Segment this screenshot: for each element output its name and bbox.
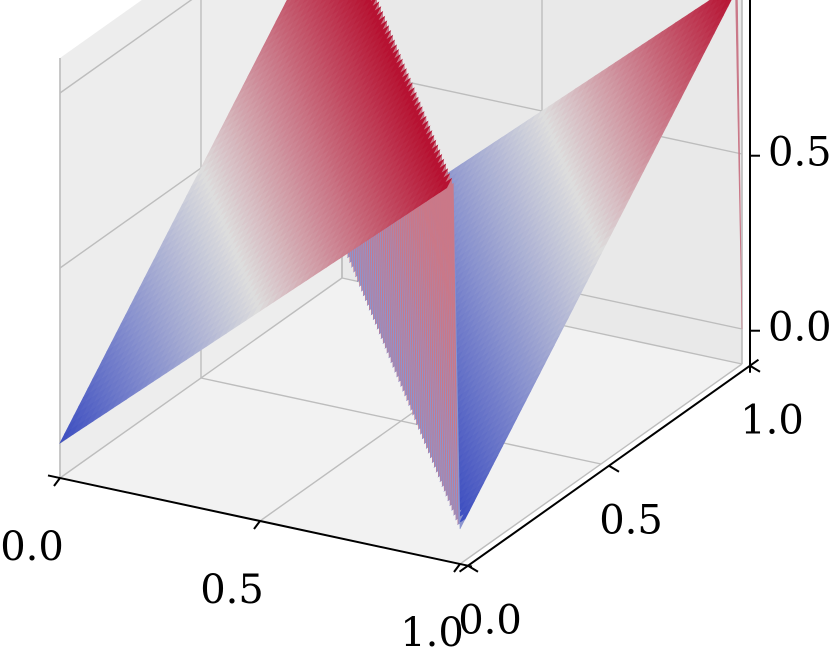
y-axis-line [458, 358, 760, 573]
x-tick-1 [253, 520, 261, 530]
x-tick-label-2: 1.0 [400, 610, 464, 648]
surface-face [716, 0, 720, 3]
x-tick-0 [53, 477, 61, 487]
surface-face [735, 0, 743, 330]
x-tick-2 [453, 563, 461, 573]
y-tick-label-1: 0.5 [599, 498, 663, 544]
y-tick-0 [467, 564, 479, 573]
surface-face [369, 0, 382, 339]
z-grid-left-2 [59, 0, 193, 94]
y-grid-floor-1 [200, 377, 602, 465]
surface [59, 0, 743, 530]
y-tick-2 [749, 364, 761, 373]
z-tick-label-1: 0.5 [768, 130, 830, 176]
y-tick-1 [608, 464, 620, 473]
x-tick-label-0: 0.0 [0, 524, 64, 570]
y-tick-label-0: 0.0 [458, 598, 522, 644]
z-tick-label-2: 1.0 [768, 0, 830, 1]
y-tick-label-2: 1.0 [740, 398, 804, 444]
z-tick-label-0: 0.0 [768, 305, 830, 351]
x-tick-label-1: 0.5 [200, 567, 264, 613]
axis-lines [47, 0, 761, 573]
surface-face [439, 177, 453, 194]
